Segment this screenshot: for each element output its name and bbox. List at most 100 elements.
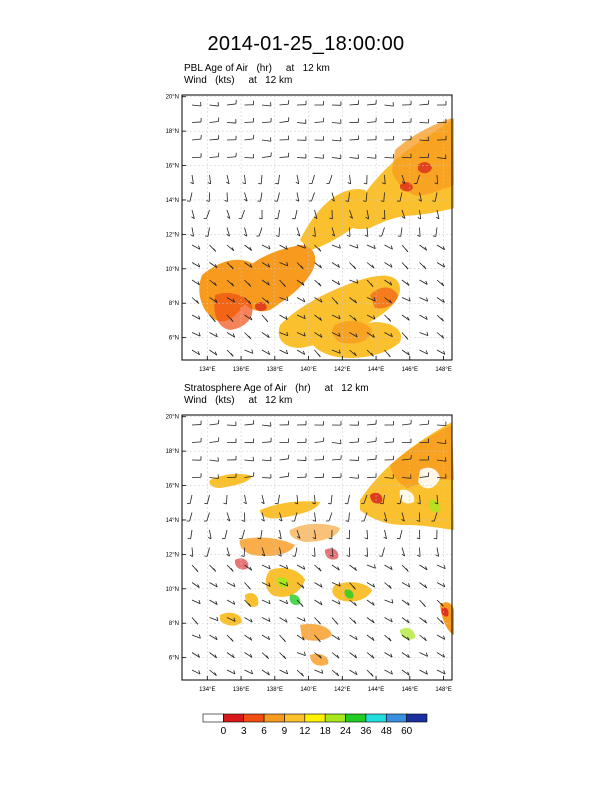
wind-barb (381, 547, 385, 557)
wind-barb (349, 441, 359, 443)
wind-barb (331, 192, 335, 202)
wind-barb (189, 494, 193, 504)
wind-barb-flag (312, 519, 316, 522)
wind-barb (296, 314, 306, 320)
wind-barb (349, 669, 358, 676)
wind-barb-flag (232, 298, 236, 303)
wind-barb-flag (407, 316, 410, 321)
wind-barb-flag (383, 519, 387, 522)
wind-barb (226, 617, 236, 622)
wind-barb (296, 652, 306, 657)
wind-barb-flag (407, 601, 410, 606)
wind-barb-flag (354, 299, 357, 304)
wind-barb-flag (317, 353, 321, 358)
wind-barb-flag (443, 564, 446, 569)
wind-barb-flag (285, 349, 289, 354)
wind-barb-flag (258, 217, 263, 220)
colorbar-label: 0 (221, 726, 227, 737)
wind-barb (279, 476, 289, 478)
wind-barb-flag (372, 333, 375, 338)
wind-barb-flag (319, 654, 322, 659)
wind-barb (296, 617, 306, 622)
wind-barb-flag (301, 281, 305, 286)
wind-barb (384, 582, 392, 589)
wind-barb (436, 669, 446, 675)
wind-barb-flag (373, 244, 376, 249)
wind-barb-flag (268, 599, 271, 604)
wind-barb (331, 244, 341, 249)
wind-barb-flag (278, 518, 283, 522)
latitude-label: 16°N (166, 484, 179, 490)
wind-barb-flag (278, 554, 282, 557)
wind-barb (436, 652, 445, 658)
wind-barb-flag (250, 670, 253, 675)
wind-barb (209, 121, 219, 123)
wind-barb (261, 156, 271, 158)
wind-barb (244, 423, 254, 426)
wind-barb (436, 564, 446, 570)
wind-barb (366, 297, 376, 302)
wind-barb-flag (406, 281, 410, 286)
wind-barb (244, 459, 254, 462)
wind-barb (226, 582, 236, 587)
wind-barb (279, 156, 289, 158)
wind-barb-flag (389, 281, 393, 286)
wind-barb (331, 157, 341, 159)
wind-barb (401, 582, 411, 588)
wind-barb (331, 122, 341, 124)
wind-barb-flag (364, 554, 368, 557)
colorbar-label: 48 (381, 726, 393, 737)
wind-barb (226, 279, 234, 287)
wind-barb (349, 174, 352, 184)
wind-barb (436, 297, 445, 303)
wind-barb (349, 652, 357, 659)
wind-barb-flag (232, 333, 236, 338)
wind-barb-flag (318, 567, 322, 572)
wind-barb (191, 634, 201, 639)
wind-barb (401, 423, 411, 426)
wind-barb (331, 279, 340, 286)
wind-barb (226, 599, 236, 605)
wind-barbs (186, 419, 447, 677)
wind-barb (401, 349, 410, 356)
wind-barb (419, 564, 428, 571)
wind-barb (436, 442, 446, 445)
wind-barb-flag (338, 332, 341, 337)
wind-barb-flag (230, 568, 234, 572)
wind-barb-flag (197, 281, 200, 286)
wind-barb (331, 139, 341, 142)
wind-barb (279, 617, 288, 623)
wind-barb-flag (327, 502, 332, 505)
wind-barb (279, 349, 288, 355)
wind-barb (279, 529, 282, 539)
wind-barb (436, 209, 440, 219)
wind-barb (416, 174, 420, 184)
wind-barb (419, 209, 422, 219)
wind-barb (209, 423, 219, 426)
wind-barb (314, 652, 322, 659)
wind-barb (436, 634, 446, 640)
wind-barb (436, 279, 445, 287)
wind-barb (436, 174, 438, 185)
wind-barb (279, 512, 283, 522)
longitude-labels: 134°E 136°E 138°E 140°E 142°E 144°E 146°E 148°E (199, 367, 452, 373)
wind-barb-flag (226, 233, 230, 237)
wind-barb (261, 424, 271, 427)
wind-barb (191, 174, 194, 184)
wind-barb-flag (249, 263, 253, 268)
wind-barb-flag (373, 315, 376, 320)
wind-barb (191, 297, 199, 304)
wind-barb (191, 441, 202, 443)
wind-barb-flag (300, 265, 304, 270)
colorbar-label: 3 (241, 726, 247, 737)
wind-barb (226, 103, 236, 106)
wind-barb (296, 634, 305, 641)
wind-barb (347, 494, 350, 504)
wind-barb-flag (233, 670, 236, 675)
wind-barb (279, 564, 288, 570)
wind-barb-flag (441, 282, 445, 287)
wind-barb-flag (353, 620, 357, 624)
wind-barb (226, 227, 230, 237)
wind-barb (294, 547, 298, 557)
wind-barb-flag (312, 537, 316, 540)
